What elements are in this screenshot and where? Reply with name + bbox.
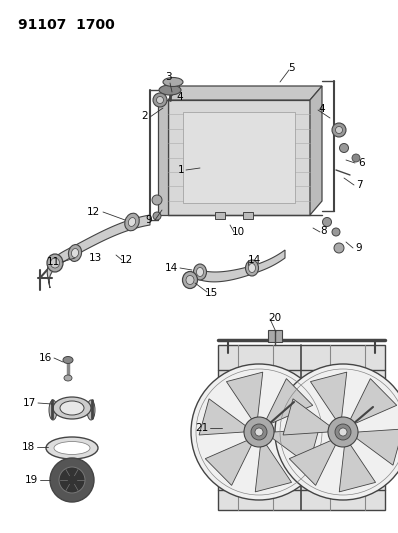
Circle shape	[251, 424, 267, 440]
Text: 4: 4	[318, 104, 325, 114]
Text: 10: 10	[232, 227, 245, 237]
Text: 9: 9	[145, 215, 152, 225]
Polygon shape	[255, 250, 285, 273]
Ellipse shape	[186, 276, 194, 285]
Text: 9: 9	[355, 243, 362, 253]
Text: 14: 14	[248, 255, 261, 265]
Ellipse shape	[47, 254, 63, 272]
Ellipse shape	[197, 268, 203, 277]
Text: 4: 4	[176, 92, 183, 102]
Text: 14: 14	[165, 263, 178, 273]
Text: 21: 21	[195, 423, 208, 433]
Circle shape	[339, 428, 347, 436]
Circle shape	[50, 458, 94, 502]
Polygon shape	[199, 399, 246, 435]
Polygon shape	[289, 441, 336, 486]
Text: 18: 18	[22, 442, 35, 452]
Ellipse shape	[60, 401, 84, 415]
Ellipse shape	[153, 93, 167, 107]
Ellipse shape	[336, 126, 343, 133]
Text: 1: 1	[178, 165, 184, 175]
Circle shape	[335, 424, 351, 440]
Polygon shape	[339, 445, 376, 492]
Text: 13: 13	[89, 253, 102, 263]
Polygon shape	[351, 378, 397, 423]
Polygon shape	[357, 429, 398, 465]
Ellipse shape	[352, 154, 360, 162]
Ellipse shape	[248, 263, 256, 272]
Text: 8: 8	[320, 226, 327, 236]
Text: 20: 20	[268, 313, 281, 323]
Text: 12: 12	[120, 255, 133, 265]
Polygon shape	[158, 100, 168, 215]
Ellipse shape	[159, 85, 181, 95]
Text: 16: 16	[39, 353, 52, 363]
Ellipse shape	[49, 400, 57, 420]
Circle shape	[255, 428, 263, 436]
Text: 11: 11	[47, 257, 60, 267]
Text: 17: 17	[23, 398, 36, 408]
Circle shape	[59, 467, 85, 493]
Text: 15: 15	[205, 288, 218, 298]
Ellipse shape	[322, 217, 332, 227]
Ellipse shape	[152, 195, 162, 205]
Polygon shape	[183, 112, 295, 203]
Text: 12: 12	[87, 207, 100, 217]
Ellipse shape	[72, 248, 78, 257]
Polygon shape	[195, 265, 255, 282]
Polygon shape	[168, 86, 322, 100]
Ellipse shape	[163, 77, 183, 86]
Text: 5: 5	[288, 63, 295, 73]
Ellipse shape	[129, 217, 136, 227]
Text: 6: 6	[358, 158, 365, 168]
Ellipse shape	[332, 228, 340, 236]
Polygon shape	[283, 399, 330, 435]
Text: 3: 3	[165, 72, 171, 82]
Text: 7: 7	[356, 180, 363, 190]
Circle shape	[244, 417, 274, 447]
Polygon shape	[70, 215, 150, 258]
Polygon shape	[218, 345, 385, 510]
Ellipse shape	[339, 143, 349, 152]
Ellipse shape	[68, 245, 82, 262]
Ellipse shape	[183, 271, 197, 288]
Polygon shape	[226, 372, 263, 419]
Text: 2: 2	[141, 111, 148, 121]
Ellipse shape	[51, 258, 59, 268]
Bar	[268, 330, 282, 342]
Polygon shape	[310, 372, 347, 419]
Ellipse shape	[153, 212, 161, 220]
Circle shape	[328, 417, 358, 447]
Ellipse shape	[334, 243, 344, 253]
Ellipse shape	[54, 441, 90, 455]
Ellipse shape	[332, 123, 346, 137]
Ellipse shape	[125, 213, 139, 231]
Polygon shape	[267, 378, 313, 423]
Polygon shape	[47, 248, 70, 288]
Polygon shape	[310, 86, 322, 215]
Polygon shape	[255, 445, 292, 492]
Polygon shape	[168, 100, 310, 215]
Ellipse shape	[193, 264, 207, 280]
Bar	[243, 212, 253, 219]
Ellipse shape	[53, 397, 91, 419]
Ellipse shape	[87, 400, 95, 420]
Bar	[215, 212, 225, 219]
Ellipse shape	[156, 96, 164, 103]
Polygon shape	[273, 429, 319, 465]
Ellipse shape	[63, 357, 73, 364]
Polygon shape	[205, 441, 252, 486]
Ellipse shape	[246, 260, 258, 276]
Text: 19: 19	[25, 475, 38, 485]
Text: 91107  1700: 91107 1700	[18, 18, 115, 32]
Ellipse shape	[46, 437, 98, 459]
Circle shape	[275, 364, 398, 500]
Ellipse shape	[64, 375, 72, 381]
Circle shape	[191, 364, 327, 500]
